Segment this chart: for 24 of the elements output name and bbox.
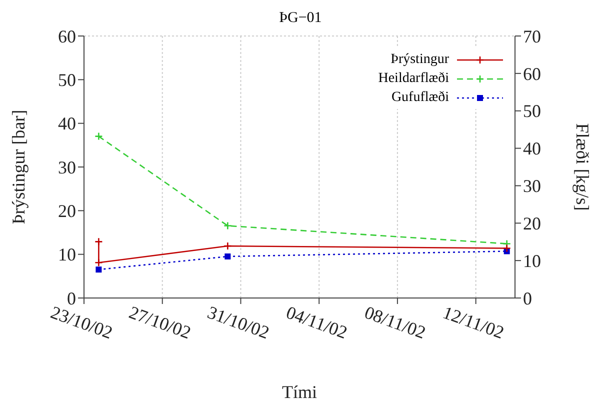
y-tick-label: 20: [58, 201, 76, 222]
y-tick-label: 30: [58, 157, 76, 178]
y2-axis-title: Flæði [kg/s]: [572, 123, 593, 211]
y2-tick-label: 50: [523, 101, 541, 122]
y-tick-label: 40: [58, 114, 76, 134]
y2-tick-label: 40: [523, 138, 541, 159]
y2-tick-label: 60: [523, 64, 541, 84]
y-tick-label: 60: [58, 26, 76, 46]
chart-title: ÞG−01: [278, 10, 323, 27]
y2-tick-label: 20: [523, 214, 541, 234]
x-axis-title: Tími: [282, 382, 317, 402]
y-tick-label: 0: [67, 288, 76, 308]
y-tick-label: 50: [58, 70, 76, 90]
y-tick-label: 10: [58, 244, 76, 265]
y2-tick-label: 70: [523, 26, 541, 46]
legend-label: Þrýstingur: [390, 51, 449, 69]
point: [94, 132, 103, 140]
y-axis-title: Þrýstingur [bar]: [8, 110, 28, 224]
y2-tick-label: 30: [523, 176, 541, 196]
legend-label: Gufuflæði: [391, 89, 449, 107]
y2-tick-label: 0: [523, 288, 532, 308]
y2-tick-label: 10: [523, 250, 541, 271]
point: [96, 266, 102, 273]
legend-label: Heildarflæði: [378, 70, 449, 88]
